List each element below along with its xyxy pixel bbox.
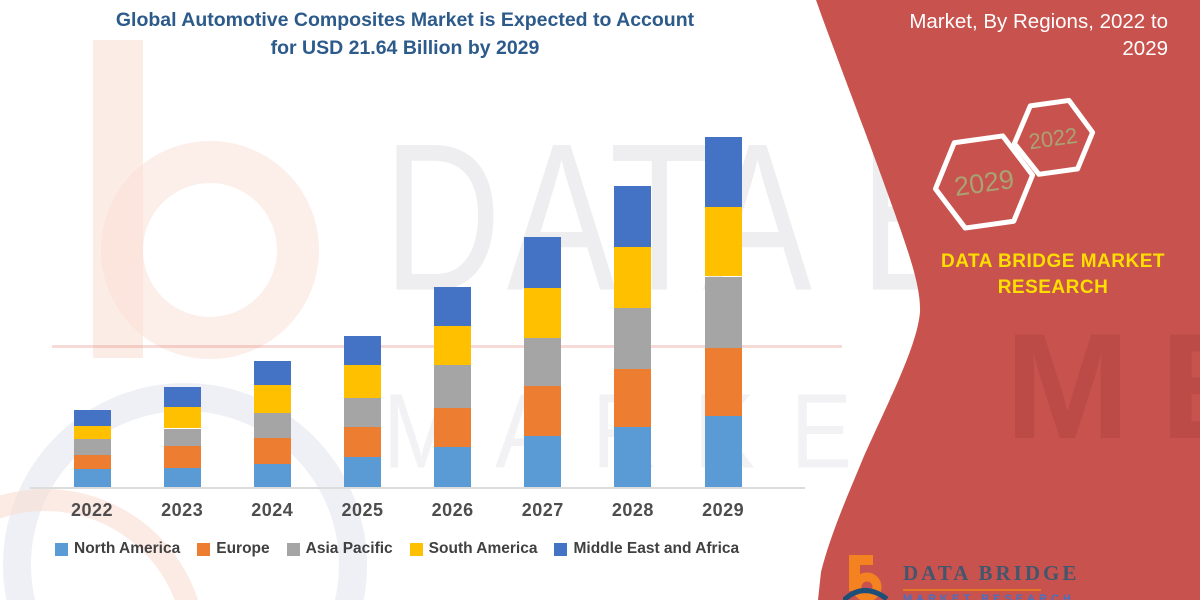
legend-label-north-america: North America [74, 540, 181, 557]
x-axis-label-2023: 2023 [161, 500, 204, 520]
databridge-logo-icon [843, 555, 889, 600]
databridge-logo-name: DATA BRIDGE [903, 561, 1080, 585]
bar-segment-south-america-2026 [434, 326, 472, 366]
legend-label-asia-pacific: Asia Pacific [305, 540, 393, 557]
legend-swatch-asia-pacific [286, 542, 300, 556]
bar-segment-asia-pacific-2025 [344, 397, 381, 428]
bar-segment-europe-2029 [704, 348, 742, 417]
bar-segment-middle-east-and-africa-2027 [524, 237, 562, 289]
hexagon-2029: 2029 [932, 133, 1036, 231]
bar-segment-north-america-2029 [704, 416, 742, 487]
hexagon-2029-outline [932, 133, 1036, 231]
bar-segment-south-america-2022 [73, 426, 111, 439]
legend-swatch-north-america [55, 542, 68, 556]
legend-item-asia-pacific: Asia Pacific [286, 540, 393, 558]
bar-segment-asia-pacific-2024 [253, 412, 291, 438]
x-axis-label-2027: 2027 [521, 500, 564, 520]
bar-segment-north-america-2024 [253, 463, 291, 487]
hexagon-2029-label: 2029 [952, 164, 1016, 202]
x-axis-label-2024: 2024 [251, 500, 294, 520]
bar-segment-asia-pacific-2028 [614, 308, 652, 369]
bar-segment-middle-east-and-africa-2023 [163, 387, 201, 408]
databridge-wordmark: DATA BRIDGE MARKET RESEARCH [903, 561, 1079, 600]
legend-item-north-america: North America [55, 540, 180, 558]
chart-title-line1: Global Automotive Composites Market is E… [115, 9, 695, 31]
legend-swatch-middle-east-and-africa [554, 542, 568, 556]
bar-segment-north-america-2026 [434, 447, 472, 487]
banner-watermark-letters: ME [1005, 302, 1200, 470]
bar-segment-north-america-2023 [163, 467, 201, 487]
bar-segment-europe-2022 [73, 454, 111, 469]
banner-brand-text: DATA BRIDGE MARKET RESEARCH [941, 251, 1165, 298]
bar-segment-asia-pacific-2023 [163, 428, 201, 447]
bar-segment-asia-pacific-2029 [704, 276, 742, 349]
legend-swatch-europe [197, 542, 211, 556]
x-axis-label-2022: 2022 [70, 500, 114, 520]
legend-item-middle-east-and-africa: Middle East and Africa [554, 540, 739, 558]
bar-segment-south-america-2027 [524, 288, 562, 339]
bar-segment-europe-2024 [253, 437, 291, 464]
bar-segment-middle-east-and-africa-2024 [253, 361, 291, 386]
bar-segment-middle-east-and-africa-2029 [704, 137, 742, 208]
bar-segment-north-america-2022 [73, 468, 111, 487]
watermark-peach-arc [0, 489, 199, 600]
bar-segment-europe-2025 [344, 427, 381, 458]
stacked-bar-chart: 2022 2023 2024 2025 2026 2027 2028 2029 [30, 137, 805, 520]
legend-item-europe: Europe [197, 540, 270, 558]
x-axis-line [30, 487, 805, 489]
x-axis-label-2025: 2025 [341, 500, 384, 520]
bar-segment-asia-pacific-2026 [434, 365, 472, 409]
bar-segment-north-america-2027 [524, 435, 562, 487]
hexagon-2022-outline [1011, 97, 1096, 177]
legend-label-europe: Europe [216, 540, 270, 557]
legend-swatch-south-america [409, 542, 423, 556]
bar-segment-europe-2023 [163, 446, 201, 468]
bar-segment-europe-2026 [434, 408, 472, 448]
bar-segment-south-america-2028 [614, 247, 652, 308]
databridge-logo: DATA BRIDGE MARKET RESEARCH [843, 555, 1079, 600]
bar-segment-asia-pacific-2027 [524, 338, 562, 387]
bar-segment-north-america-2025 [344, 457, 381, 487]
bar-segment-middle-east-and-africa-2028 [614, 186, 652, 248]
bar-segment-asia-pacific-2022 [73, 438, 111, 455]
bar-segment-south-america-2024 [253, 385, 291, 413]
bar-segment-south-america-2025 [344, 364, 381, 398]
x-axis-label-2029: 2029 [702, 500, 745, 520]
x-axis-label-2026: 2026 [431, 500, 474, 520]
bar-segment-middle-east-and-africa-2026 [434, 286, 472, 327]
hexagon-2022-label: 2022 [1027, 123, 1079, 155]
chart-title: Global Automotive Composites Market is E… [55, 6, 755, 62]
bar-segment-south-america-2029 [704, 207, 742, 277]
legend-label-south-america: South America [428, 540, 538, 557]
banner-heading: Market, By Regions, 2022 to 2029 [909, 10, 1168, 60]
databridge-logo-subtext: MARKET RESEARCH [903, 593, 1075, 600]
databridge-logo-underline [903, 589, 1041, 591]
bar-segment-north-america-2028 [614, 427, 652, 487]
chart-title-line2: for USD 21.64 Billion by 2029 [270, 37, 540, 59]
bar-segment-middle-east-and-africa-2025 [344, 335, 381, 365]
bar-segment-europe-2028 [614, 368, 652, 428]
bar-segment-europe-2027 [524, 386, 562, 436]
bar-segment-south-america-2023 [163, 407, 201, 429]
watermark-b-bowl [101, 141, 319, 359]
x-axis-label-2028: 2028 [611, 500, 654, 520]
bar-segment-middle-east-and-africa-2022 [73, 410, 111, 427]
chart-legend: North America Europe Asia Pacific South Ame… [55, 540, 739, 558]
legend-item-south-america: South America [409, 540, 538, 558]
legend-label-middle-east-and-africa: Middle East and Africa [573, 540, 740, 557]
red-banner-path [816, 0, 1200, 600]
